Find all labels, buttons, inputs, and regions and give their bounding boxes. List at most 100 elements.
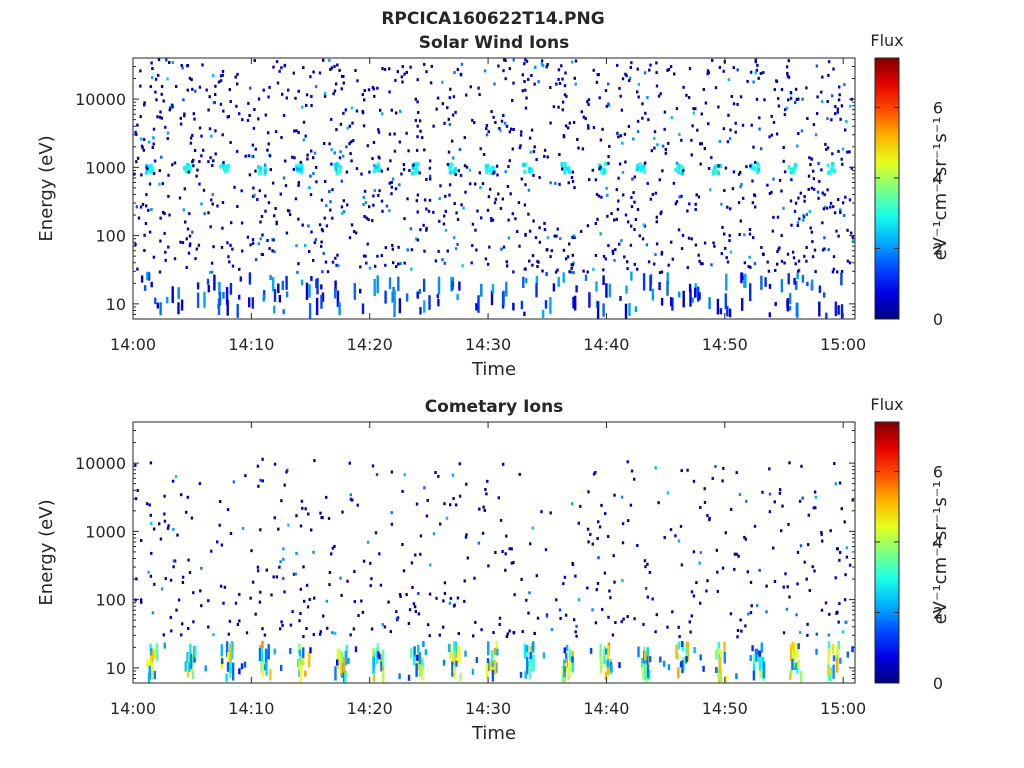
heatmap-cell [342,154,345,158]
heatmap-cell [149,163,153,168]
heatmap-cell [306,605,310,609]
heatmap-cell [820,90,823,94]
heatmap-cell [595,588,598,592]
heatmap-cell [320,244,323,248]
heatmap-cell [297,262,300,266]
heatmap-cell [518,472,521,476]
heatmap-cell [728,239,731,243]
heatmap-cell [134,130,137,134]
heatmap-cell [485,167,489,172]
heatmap-cell [397,245,400,249]
heatmap-cell [500,119,504,123]
heatmap-cell [741,298,744,311]
heatmap-cell [206,278,210,285]
heatmap-cell [261,627,264,631]
heatmap-cell [208,127,212,131]
heatmap-cell [272,65,275,69]
heatmap-cell [298,649,301,656]
heatmap-cell [592,68,595,72]
heatmap-cell [449,87,452,91]
heatmap-cell [717,171,721,176]
heatmap-cell [152,527,156,531]
heatmap-cell [275,575,279,579]
heatmap-cell [643,162,646,167]
heatmap-cell [688,202,691,206]
heatmap-cell [801,97,804,101]
heatmap-cell [148,182,152,186]
heatmap-cell [293,156,296,160]
heatmap-cell [160,85,164,88]
heatmap-cell [557,105,560,109]
heatmap-cell [136,267,139,271]
heatmap-cell [384,263,387,267]
heatmap-cell [591,168,594,172]
heatmap-cell [354,69,357,72]
heatmap-cell [340,179,343,183]
heatmap-cell [703,241,707,245]
heatmap-cell [453,202,456,206]
heatmap-cell [708,297,711,310]
heatmap-cell [688,67,692,71]
heatmap-cell [301,223,304,227]
heatmap-cell [710,263,713,267]
heatmap-cell [383,625,387,629]
heatmap-cell [772,546,775,550]
heatmap-cell [191,160,194,164]
heatmap-cell [148,230,152,234]
heatmap-cell [616,207,620,211]
heatmap-cell [831,643,835,655]
heatmap-cell [352,230,356,234]
heatmap-cell [466,556,469,560]
heatmap-cell [760,275,763,290]
heatmap-cell [257,165,261,170]
heatmap-cell [749,580,753,584]
heatmap-cell [253,193,256,197]
heatmap-cell [428,634,431,638]
heatmap-cell [391,243,394,247]
heatmap-cell [312,258,315,262]
heatmap-cell [528,259,531,263]
colorbar-tick-label: 6 [933,462,943,481]
heatmap-cell [273,516,276,520]
heatmap-cell [757,76,760,80]
heatmap-cell [139,84,142,88]
heatmap-cell [568,270,571,274]
heatmap-cell [607,535,610,538]
heatmap-cell [559,616,562,620]
heatmap-cell [421,666,424,681]
heatmap-cell [402,167,406,171]
heatmap-cell [632,191,635,195]
heatmap-cell [596,537,599,540]
heatmap-cell [147,272,151,281]
heatmap-cell [487,130,490,134]
heatmap-cell [800,464,803,468]
heatmap-cell [493,82,496,86]
heatmap-cell [371,219,374,223]
heatmap-cell [412,657,416,666]
heatmap-cell [615,188,618,192]
heatmap-cell [788,461,791,465]
heatmap-cell [821,539,824,543]
heatmap-cell [238,112,241,116]
heatmap-cell [787,522,790,526]
heatmap-cell [528,591,531,595]
heatmap-cell [348,461,351,465]
heatmap-cell [805,246,808,249]
heatmap-cell [799,631,802,634]
heatmap-cell [210,270,214,274]
heatmap-cell [356,503,359,507]
heatmap-cell [329,67,332,71]
heatmap-cell [251,155,255,159]
heatmap-cell [198,85,202,89]
heatmap-cell [398,140,401,144]
heatmap-cell [744,537,747,541]
heatmap-cell [512,81,515,85]
heatmap-cell [234,75,237,79]
heatmap-cell [212,74,215,77]
heatmap-cell [494,121,497,124]
heatmap-cell [299,652,302,667]
heatmap-cell [835,547,839,551]
heatmap-cell [240,221,244,225]
heatmap-cell [395,610,398,614]
